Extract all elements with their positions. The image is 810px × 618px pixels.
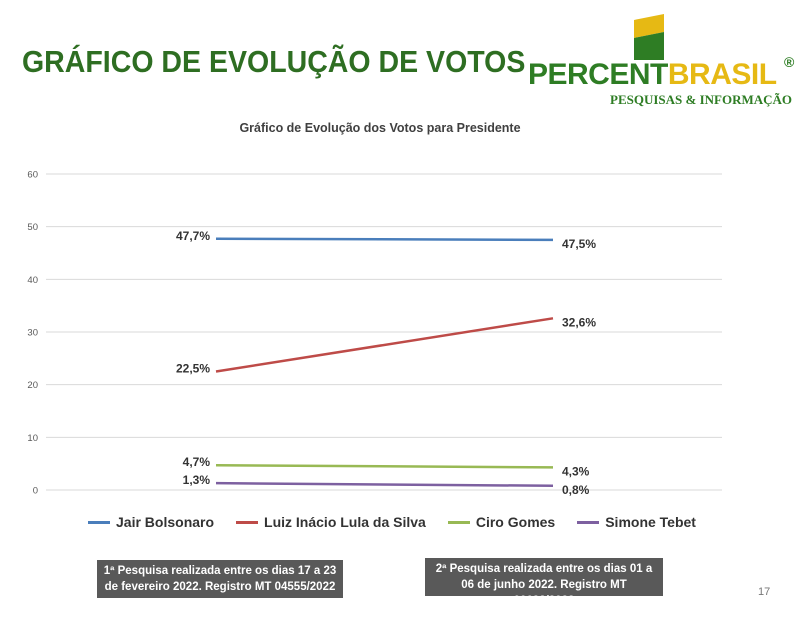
legend-item: Simone Tebet: [577, 514, 696, 530]
legend-label: Ciro Gomes: [475, 514, 556, 530]
data-label: 1,3%: [183, 473, 211, 487]
flag-icon: [634, 14, 664, 60]
page-number: 17: [758, 586, 771, 598]
data-label: 47,7%: [176, 229, 210, 243]
data-label: 4,7%: [183, 455, 211, 469]
series-line: [215, 463, 554, 469]
legend-label: Luiz Inácio Lula da Silva: [264, 514, 426, 530]
logo-wordmark: PERCENTBRASIL: [528, 58, 777, 92]
legend-item: Jair Bolsonaro: [88, 514, 214, 530]
survey-note-second: 2ª Pesquisa realizada entre os dias 01 a…: [425, 558, 663, 607]
y-tick-label: 30: [27, 328, 38, 339]
survey-note-first: 1ª Pesquisa realizada entre os dias 17 a…: [97, 560, 343, 598]
legend-swatch: [88, 520, 110, 524]
chart-legend: Jair Bolsonaro Luiz Inácio Lula da Silva C…: [88, 514, 718, 530]
y-tick-label: 40: [27, 275, 38, 286]
data-label: 47,5%: [562, 237, 596, 251]
data-label: 32,6%: [562, 315, 596, 329]
legend-item: Ciro Gomes: [447, 514, 556, 530]
y-tick-label: 10: [27, 433, 38, 444]
series-line: [215, 237, 554, 242]
percentbrasil-logo: PERCENTBRASIL ® PESQUISAS & INFORMAÇÃO: [528, 12, 798, 108]
legend-label: Simone Tebet: [605, 514, 696, 530]
legend-swatch: [447, 520, 470, 524]
legend-label: Jair Bolsonaro: [116, 514, 215, 530]
legend-swatch: [577, 520, 600, 524]
logo-name-part2: BRASIL: [667, 58, 777, 91]
y-tick-label: 0: [33, 486, 38, 497]
series-line: [215, 317, 554, 373]
legend-item: Luiz Inácio Lula da Silva: [236, 514, 426, 530]
data-label: 22,5%: [176, 362, 210, 376]
data-label: 4,3%: [562, 464, 590, 478]
data-label: 0,8%: [562, 483, 590, 497]
y-tick-label: 20: [27, 380, 38, 391]
legend-swatch: [236, 520, 259, 524]
logo-tagline: PESQUISAS & INFORMAÇÃO: [610, 92, 793, 107]
registered-mark: ®: [784, 54, 795, 70]
y-tick-label: 60: [27, 170, 38, 181]
y-tick-label: 50: [27, 222, 38, 233]
page-title: GRÁFICO DE EVOLUÇÃO DE VOTOS: [22, 44, 526, 79]
chart-title: Gráfico de Evolução dos Votos para Presi…: [239, 121, 521, 135]
series-line: [215, 481, 554, 488]
logo-name-part1: PERCENT: [528, 58, 668, 91]
